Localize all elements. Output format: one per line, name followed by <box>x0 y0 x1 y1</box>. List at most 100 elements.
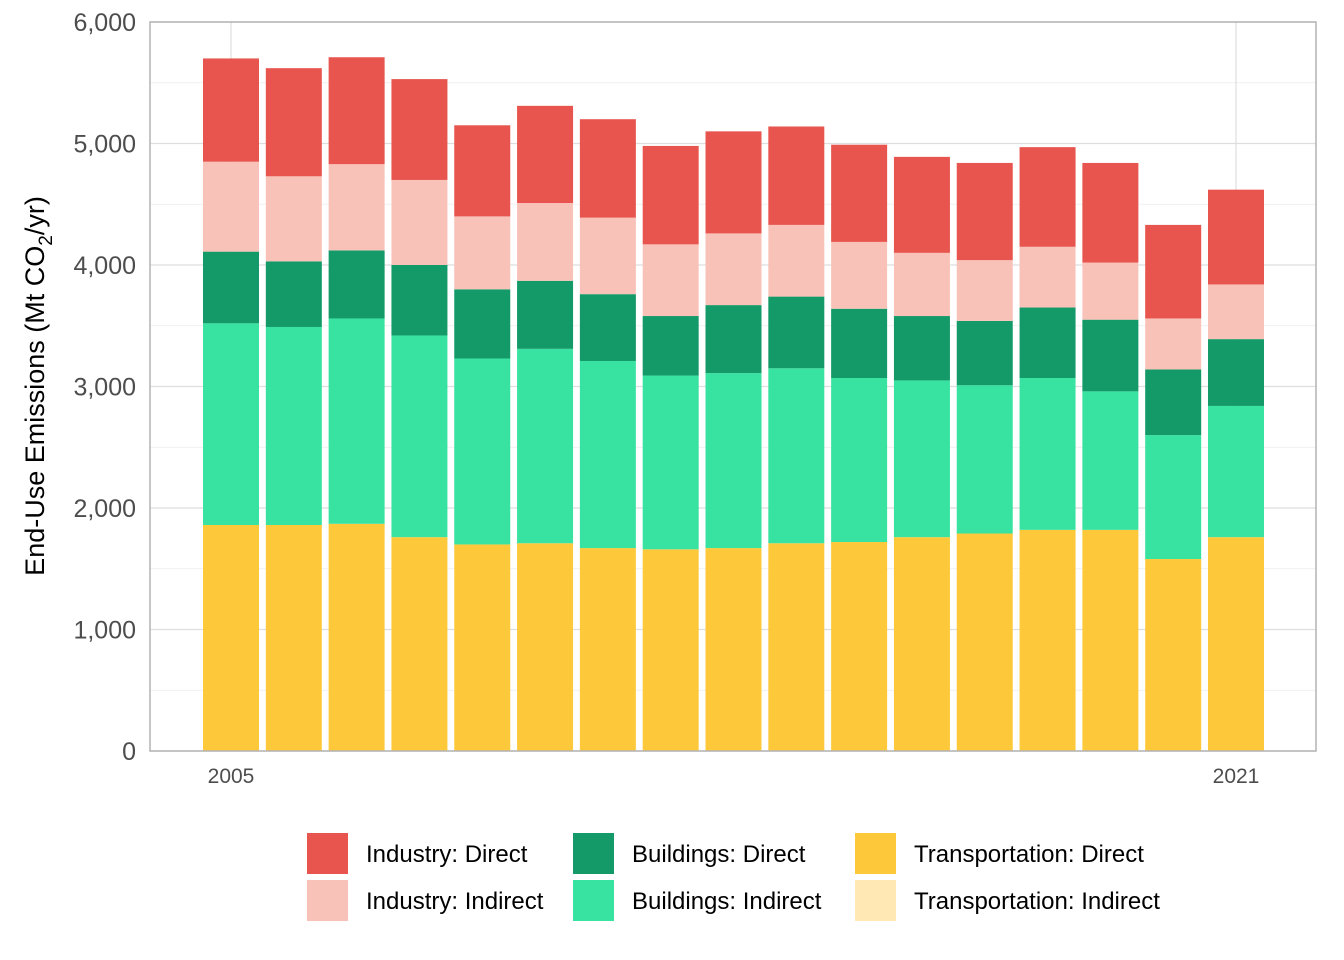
bar-buildings-indirect-2015 <box>831 377 888 543</box>
bar-buildings-direct-2010 <box>517 280 574 349</box>
bar-industry-indirect-2008 <box>391 179 448 265</box>
y-axis-label-end: /yr) <box>20 196 50 235</box>
bar-industry-indirect-2010 <box>517 203 574 281</box>
bar-industry-direct-2015 <box>831 144 888 242</box>
y-axis-label-subscript: 2 <box>36 235 57 246</box>
bar-industry-indirect-2005 <box>203 161 259 252</box>
bar-buildings-direct-2016 <box>893 316 950 381</box>
bar-buildings-indirect-2011 <box>579 360 636 549</box>
bar-buildings-direct-2012 <box>642 316 699 376</box>
bar-transportation-direct-2010 <box>517 543 574 751</box>
bar-transportation-direct-2008 <box>391 537 448 751</box>
bar-industry-indirect-2017 <box>956 260 1013 321</box>
bar-industry-indirect-2018 <box>1019 246 1076 308</box>
bar-industry-indirect-2013 <box>705 233 762 306</box>
legend-key-transportation-direct <box>855 833 896 874</box>
bar-transportation-direct-2016 <box>893 537 950 751</box>
legend-key-industry-direct <box>307 833 348 874</box>
bar-industry-indirect-2014 <box>768 224 825 297</box>
bar-industry-direct-2007 <box>328 57 385 165</box>
bar-buildings-indirect-2021 <box>1208 405 1264 538</box>
bar-buildings-indirect-2006 <box>265 326 322 526</box>
bar-industry-direct-2005 <box>203 58 259 162</box>
y-axis-label-main: End-Use Emissions (Mt CO <box>20 246 50 576</box>
bar-buildings-indirect-2014 <box>768 368 825 544</box>
bar-industry-direct-2016 <box>893 156 950 253</box>
bar-industry-direct-2009 <box>454 125 511 217</box>
bar-industry-direct-2008 <box>391 79 448 180</box>
y-tick-label: 1,000 <box>73 617 136 645</box>
bar-buildings-direct-2013 <box>705 305 762 374</box>
bar-buildings-direct-2007 <box>328 250 385 319</box>
bar-buildings-direct-2008 <box>391 265 448 336</box>
bar-industry-direct-2010 <box>517 105 574 204</box>
bar-transportation-direct-2020 <box>1145 559 1202 751</box>
bar-transportation-direct-2011 <box>579 548 636 751</box>
bar-industry-indirect-2007 <box>328 164 385 251</box>
y-axis-ticks: 0 1,000 2,000 3,000 4,000 5,000 6,000 <box>73 9 136 766</box>
bar-industry-indirect-2009 <box>454 216 511 290</box>
bar-buildings-indirect-2010 <box>517 348 574 544</box>
bar-buildings-direct-2014 <box>768 296 825 369</box>
bar-buildings-direct-2021 <box>1208 339 1264 406</box>
legend-key-industry-indirect <box>307 880 348 921</box>
bar-industry-direct-2014 <box>768 126 825 225</box>
bar-buildings-indirect-2007 <box>328 318 385 524</box>
bar-transportation-direct-2021 <box>1208 537 1264 751</box>
bar-industry-direct-2017 <box>956 162 1013 261</box>
bar-industry-direct-2011 <box>579 119 636 218</box>
bar-buildings-direct-2011 <box>579 294 636 361</box>
bar-industry-indirect-2020 <box>1145 318 1202 370</box>
bar-buildings-indirect-2013 <box>705 373 762 549</box>
bar-transportation-direct-2009 <box>454 544 511 751</box>
bar-buildings-indirect-2017 <box>956 385 1013 534</box>
bar-transportation-direct-2017 <box>956 533 1013 751</box>
bar-transportation-direct-2015 <box>831 542 888 751</box>
bar-industry-direct-2020 <box>1145 224 1202 319</box>
bar-buildings-indirect-2008 <box>391 335 448 538</box>
legend-key-buildings-indirect <box>573 880 614 921</box>
x-axis-ticks: 2005 2021 <box>208 765 1260 788</box>
legend-label-buildings-direct: Buildings: Direct <box>632 841 806 868</box>
bar-industry-direct-2018 <box>1019 147 1076 247</box>
plot-border <box>149 21 1317 752</box>
legend-label-buildings-indirect: Buildings: Indirect <box>632 888 822 915</box>
bar-transportation-direct-2014 <box>768 543 825 751</box>
bar-industry-direct-2019 <box>1082 162 1139 263</box>
legend-key-transportation-indirect <box>855 880 896 921</box>
bar-industry-direct-2021 <box>1208 189 1264 285</box>
bar-industry-indirect-2012 <box>642 244 699 317</box>
bar-buildings-indirect-2012 <box>642 375 699 550</box>
bar-transportation-direct-2012 <box>642 549 699 751</box>
bar-buildings-indirect-2019 <box>1082 391 1139 530</box>
x-tick-label: 2005 <box>208 765 255 788</box>
legend-label-transportation-indirect: Transportation: Indirect <box>914 888 1160 915</box>
bar-buildings-indirect-2009 <box>454 358 511 545</box>
bar-transportation-direct-2019 <box>1082 529 1139 751</box>
bar-transportation-direct-2013 <box>705 548 762 751</box>
bar-buildings-direct-2006 <box>265 261 322 327</box>
legend-label-industry-indirect: Industry: Indirect <box>366 888 544 915</box>
bar-transportation-direct-2018 <box>1019 529 1076 751</box>
y-tick-label: 0 <box>122 738 136 766</box>
bar-industry-indirect-2021 <box>1208 284 1264 340</box>
legend-label-industry-direct: Industry: Direct <box>366 841 528 868</box>
bar-buildings-direct-2018 <box>1019 307 1076 378</box>
y-axis-label: End-Use Emissions (Mt CO2/yr) <box>20 196 57 576</box>
bar-transportation-direct-2005 <box>203 525 259 751</box>
bar-industry-indirect-2016 <box>893 252 950 317</box>
bar-buildings-indirect-2020 <box>1145 435 1202 560</box>
y-tick-label: 2,000 <box>73 495 136 523</box>
y-tick-label: 3,000 <box>73 374 136 402</box>
bar-industry-indirect-2015 <box>831 241 888 309</box>
bar-buildings-direct-2005 <box>203 251 259 324</box>
y-tick-label: 4,000 <box>73 252 136 280</box>
y-tick-label: 6,000 <box>73 9 136 37</box>
bar-buildings-direct-2017 <box>956 320 1013 386</box>
bar-buildings-direct-2019 <box>1082 319 1139 392</box>
bar-industry-direct-2012 <box>642 145 699 245</box>
bar-transportation-direct-2007 <box>328 523 385 751</box>
legend-key-buildings-direct <box>573 833 614 874</box>
bar-industry-direct-2013 <box>705 131 762 234</box>
